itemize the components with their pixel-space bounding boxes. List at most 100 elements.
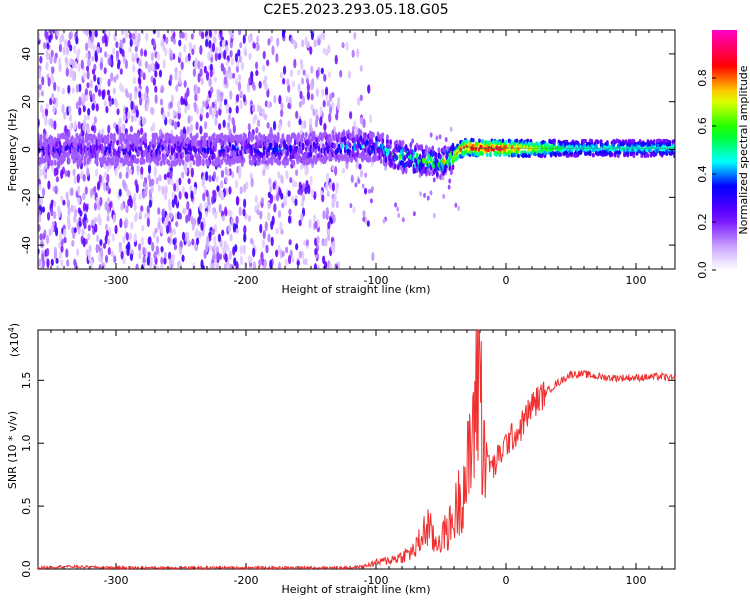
- heatmap-cell: [91, 68, 96, 75]
- heatmap-cell: [443, 167, 447, 174]
- heatmap-cell: [124, 89, 129, 97]
- heatmap-cell: [324, 237, 328, 247]
- heatmap-cell: [428, 170, 431, 177]
- heatmap-cell: [336, 100, 340, 111]
- heatmap-cell: [218, 100, 223, 111]
- heatmap-cell: [352, 126, 355, 132]
- heatmap-cell: [234, 78, 239, 86]
- heatmap-cell: [106, 214, 110, 222]
- heatmap-cell: [331, 164, 335, 171]
- heatmap-cell: [329, 155, 333, 162]
- heatmap-cell: [174, 71, 178, 81]
- heatmap-cell: [67, 85, 71, 94]
- heatmap-cell: [63, 38, 68, 48]
- heatmap-cell: [319, 116, 323, 126]
- heatmap-cell: [252, 83, 256, 92]
- heatmap-cell: [104, 201, 108, 211]
- heatmap-cell: [194, 59, 198, 70]
- heatmap-cell: [294, 198, 298, 207]
- heatmap-cell: [368, 156, 372, 163]
- heatmap-cell: [269, 142, 272, 149]
- heatmap-cell: [124, 30, 129, 39]
- heatmap-cell: [260, 197, 265, 204]
- heatmap-cell: [220, 158, 224, 165]
- heatmap-cell: [77, 197, 81, 205]
- heatmap-cell: [454, 202, 458, 208]
- heatmap-cell: [82, 173, 86, 182]
- heatmap-cell: [94, 84, 98, 93]
- heatmap-cell: [163, 220, 167, 228]
- heatmap-cell: [294, 181, 298, 188]
- heatmap-cell: [227, 65, 231, 74]
- heatmap-cell: [200, 259, 204, 269]
- heatmap-cell: [265, 83, 269, 92]
- heatmap-cell: [178, 147, 182, 154]
- heatmap-cell: [238, 55, 242, 63]
- heatmap-cell: [301, 131, 305, 138]
- heatmap-cell: [144, 137, 148, 144]
- heatmap-cell: [489, 151, 492, 156]
- heatmap-cell: [39, 138, 43, 145]
- heatmap-cell: [235, 195, 240, 206]
- heatmap-cell: [178, 75, 182, 85]
- heatmap-cell: [425, 144, 428, 151]
- heatmap-cell: [78, 221, 82, 228]
- heatmap-cell: [354, 156, 358, 163]
- heatmap-cell: [153, 251, 157, 260]
- heatmap-cell: [277, 210, 282, 218]
- heatmap-cell: [239, 99, 243, 110]
- heatmap-cell: [293, 58, 297, 69]
- spectrogram-heatmap: [38, 30, 675, 269]
- heatmap-cell: [55, 176, 59, 183]
- heatmap-cell: [116, 61, 121, 70]
- snr-y-label: SNR (10 * v/v): [6, 411, 19, 489]
- heatmap-cell: [71, 87, 75, 95]
- heatmap-cell: [107, 238, 111, 246]
- heatmap-cell: [213, 30, 218, 36]
- heatmap-cell: [283, 195, 287, 206]
- heatmap-cell: [237, 49, 241, 57]
- heatmap-cell: [83, 213, 87, 222]
- heatmap-cell: [367, 188, 371, 194]
- heatmap-cell: [259, 223, 263, 234]
- heatmap-cell: [51, 66, 55, 75]
- heatmap-cell: [369, 114, 373, 124]
- heatmap-cell: [99, 196, 103, 207]
- heatmap-cell: [135, 263, 139, 269]
- heatmap-cell: [336, 147, 339, 154]
- heatmap-cell: [342, 131, 346, 138]
- heatmap-cell: [211, 262, 215, 269]
- spectrogram-y-tick-label: 20: [20, 95, 33, 109]
- heatmap-cell: [365, 139, 369, 146]
- heatmap-cell: [313, 262, 318, 269]
- heatmap-cell: [201, 160, 205, 167]
- heatmap-cell: [156, 51, 160, 61]
- heatmap-cell: [155, 264, 159, 269]
- heatmap-cell: [147, 164, 152, 175]
- heatmap-cell: [38, 204, 42, 211]
- heatmap-cell: [142, 255, 146, 264]
- heatmap-cell: [205, 112, 209, 119]
- heatmap-cell: [286, 159, 289, 166]
- heatmap-cell: [63, 111, 67, 120]
- heatmap-cell: [155, 132, 158, 139]
- heatmap-cell: [191, 48, 195, 56]
- snr-x-tick-label: 100: [626, 574, 647, 587]
- heatmap-cell: [117, 152, 121, 159]
- heatmap-cell: [268, 177, 272, 186]
- heatmap-cell: [379, 158, 383, 165]
- heatmap-cell: [333, 193, 337, 203]
- heatmap-cell: [66, 259, 70, 267]
- heatmap-cell: [39, 233, 43, 241]
- heatmap-cell: [128, 32, 132, 39]
- heatmap-cell: [101, 262, 105, 269]
- heatmap-cell: [249, 256, 253, 264]
- figure-title: C2E5.2023.293.05.18.G05: [263, 2, 448, 18]
- heatmap-cell: [184, 31, 188, 42]
- spectrogram-x-tick-label: 0: [503, 274, 510, 287]
- heatmap-cell: [138, 77, 142, 86]
- heatmap-cell: [144, 187, 148, 197]
- heatmap-cell: [168, 258, 173, 267]
- heatmap-cell: [154, 70, 158, 78]
- heatmap-cell: [215, 247, 219, 254]
